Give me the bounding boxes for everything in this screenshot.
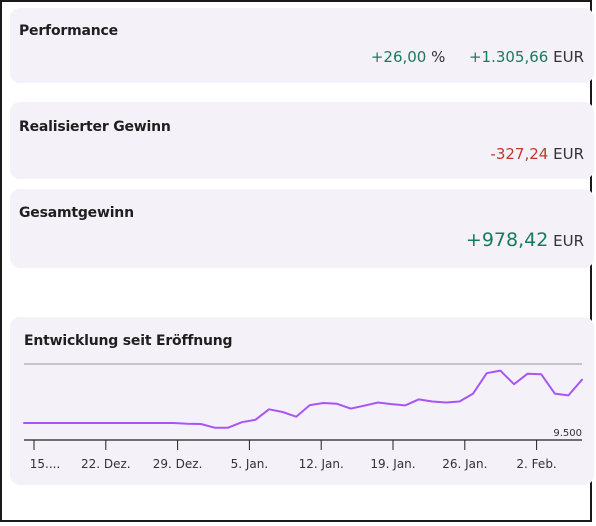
realized-gain-unit: EUR <box>553 145 584 163</box>
realized-gain-card: Realisierter Gewinn -327,24 EUR <box>10 102 594 179</box>
realized-gain-title: Realisierter Gewinn <box>19 119 171 135</box>
reference-value-label: 9.500 <box>553 428 582 439</box>
performance-percent-unit: % <box>431 48 446 66</box>
x-tick-label-5: 19. Jan. <box>370 457 415 471</box>
realized-gain-values: -327,24 EUR <box>490 145 584 163</box>
series-line[interactable] <box>23 369 583 429</box>
total-gain-card: Gesamtgewinn +978,42 EUR <box>10 189 594 268</box>
x-tick-label-2: 29. Dez. <box>153 457 203 471</box>
performance-line-chart[interactable]: 9.500 15.... 22. Dez. 29. Dez. 5. Jan. 12. J… <box>10 317 594 485</box>
x-axis-tick-labels: 15.... 22. Dez. 29. Dez. 5. Jan. 12. Jan. 19.… <box>30 457 557 471</box>
performance-amount-unit: EUR <box>553 48 584 66</box>
x-tick-label-3: 5. Jan. <box>231 457 269 471</box>
performance-percent-value: +26,00 <box>370 48 427 66</box>
realized-gain-value: -327,24 <box>490 145 549 163</box>
total-gain-title: Gesamtgewinn <box>19 205 134 221</box>
performance-values: +26,00 % +1.305,66 EUR <box>371 48 584 66</box>
x-tick-label-6: 26. Jan. <box>442 457 487 471</box>
chart-title: Entwicklung seit Eröffnung <box>24 333 233 349</box>
performance-amount-value: +1.305,66 <box>468 48 549 66</box>
x-tick-label-7: 2. Feb. <box>516 457 556 471</box>
x-axis-ticks <box>33 440 538 450</box>
total-gain-values: +978,42 EUR <box>466 229 584 251</box>
chart-card[interactable]: Entwicklung seit Eröffnung 9.500 15.... 2… <box>10 317 594 485</box>
total-gain-value: +978,42 <box>465 229 549 251</box>
performance-card: Performance +26,00 % +1.305,66 EUR <box>10 8 594 83</box>
x-tick-label-1: 22. Dez. <box>81 457 131 471</box>
performance-title: Performance <box>19 23 118 39</box>
x-tick-label-0: 15.... <box>30 457 61 471</box>
total-gain-unit: EUR <box>553 232 584 250</box>
x-tick-label-4: 12. Jan. <box>299 457 344 471</box>
